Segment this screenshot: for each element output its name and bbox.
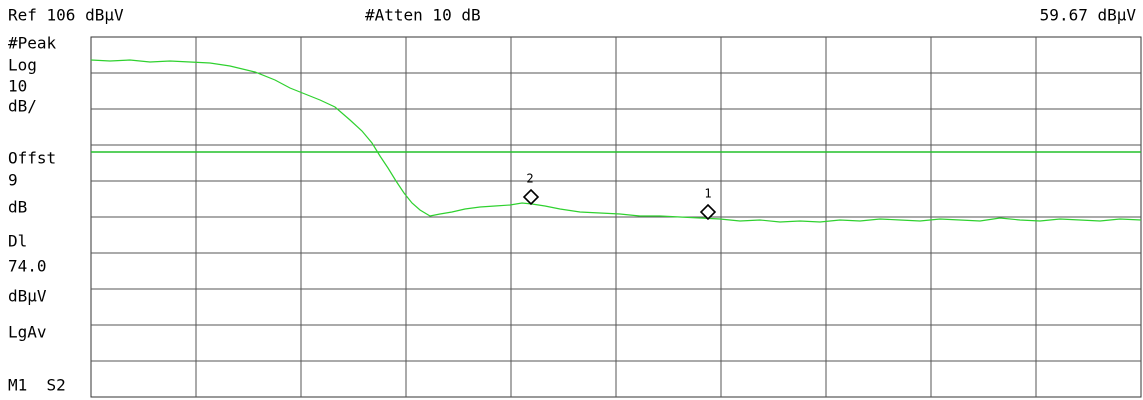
graticule bbox=[90, 36, 1142, 398]
reference-level: Ref 106 dBµV bbox=[8, 6, 124, 25]
side-label: Log bbox=[8, 56, 37, 75]
side-label: dBµV bbox=[8, 287, 47, 306]
side-label: Offst bbox=[8, 149, 56, 168]
side-label: 10 bbox=[8, 77, 27, 96]
side-label: Dl bbox=[8, 232, 27, 251]
marker-readout: 59.67 dBµV bbox=[1040, 6, 1137, 25]
marker-label: 2 bbox=[526, 172, 533, 186]
side-label: LgAv bbox=[8, 323, 47, 342]
attenuation: #Atten 10 dB bbox=[365, 6, 481, 25]
side-label: 9 bbox=[8, 171, 18, 190]
marker-label: 1 bbox=[704, 187, 711, 201]
side-label: 74.0 bbox=[8, 257, 47, 276]
side-label: dB/ bbox=[8, 97, 37, 116]
side-label: M1 S2 bbox=[8, 376, 66, 395]
marker-2 bbox=[522, 188, 540, 206]
side-label: dB bbox=[8, 198, 27, 217]
side-label: #Peak bbox=[8, 34, 57, 53]
marker-1 bbox=[699, 203, 717, 221]
